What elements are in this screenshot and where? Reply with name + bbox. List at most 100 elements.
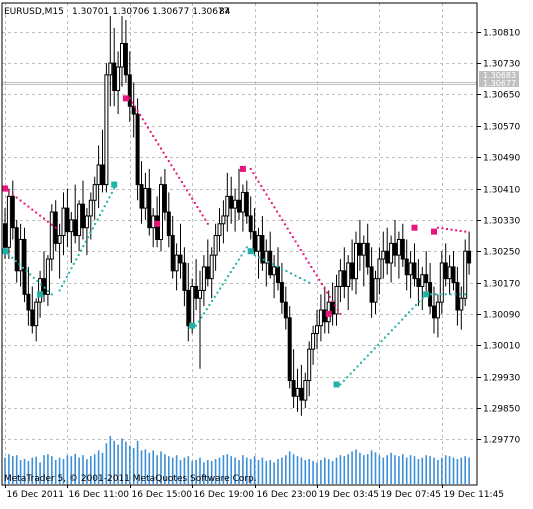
candle-body xyxy=(116,66,121,92)
lower-dot xyxy=(359,361,362,364)
y-tick-label: 1.30250 xyxy=(483,248,520,258)
upper-dot xyxy=(455,229,458,232)
lower-dot xyxy=(63,280,66,283)
y-tick-label: 1.29930 xyxy=(483,374,520,384)
candle-body xyxy=(315,325,319,335)
lower-dot xyxy=(60,284,63,287)
x-tick-label: 16 Dec 23:00 xyxy=(257,490,318,500)
lower-dot xyxy=(96,218,99,221)
lower-dot xyxy=(349,372,352,375)
candle-body xyxy=(373,278,378,303)
candle-body xyxy=(287,317,292,382)
upper-dot xyxy=(257,180,260,183)
lower-dot xyxy=(235,262,238,265)
candle-body xyxy=(34,301,39,327)
candle-body xyxy=(396,238,401,256)
candle-body xyxy=(186,289,191,327)
lower-dot xyxy=(211,299,214,302)
upper-dot xyxy=(262,189,265,192)
lower-dot xyxy=(197,320,200,323)
lower-dot xyxy=(434,293,437,296)
lower-dot xyxy=(14,260,17,263)
upper-dot xyxy=(178,176,181,179)
lower-dot xyxy=(366,354,369,357)
upper-dot xyxy=(147,126,149,129)
candle-body xyxy=(381,250,386,260)
lower-dot xyxy=(356,365,359,368)
lower-dot xyxy=(346,376,349,379)
candle-body xyxy=(81,203,85,229)
candle-body xyxy=(57,235,62,244)
candle-body xyxy=(96,164,101,186)
candle-body xyxy=(377,258,382,280)
candle-body xyxy=(451,266,456,284)
upper-marker xyxy=(411,224,418,231)
lower-dot xyxy=(444,293,447,296)
lower-dot xyxy=(370,351,373,354)
lower-dot xyxy=(397,322,400,325)
upper-dot xyxy=(43,217,45,220)
lower-marker xyxy=(189,322,196,329)
y-tick-label: 1.30490 xyxy=(483,154,520,164)
x-tick-label: 19 Dec 03:45 xyxy=(319,490,380,500)
candle-body xyxy=(256,235,261,252)
copyright-notice: MetaTrader 5, © 2001-2011 MetaQuotes Sof… xyxy=(4,474,257,484)
candle-body xyxy=(307,348,312,382)
upper-dot xyxy=(131,101,134,104)
lower-dot xyxy=(77,253,80,256)
candle-body xyxy=(38,278,43,303)
lower-marker xyxy=(423,291,430,298)
candles xyxy=(3,16,472,416)
upper-dot xyxy=(152,135,155,137)
candle-body xyxy=(416,278,421,287)
upper-dot xyxy=(149,130,152,133)
candle-body xyxy=(147,188,152,229)
candle-body xyxy=(65,207,70,233)
upper-dot xyxy=(436,226,439,229)
x-tick-label: 16 Dec 15:00 xyxy=(132,490,193,500)
upper-dot xyxy=(191,197,194,200)
lower-dot xyxy=(22,266,24,269)
lower-dot xyxy=(245,246,248,249)
lower-dot xyxy=(303,279,306,282)
lower-dot xyxy=(94,222,97,225)
upper-dot xyxy=(160,147,162,150)
lower-dot xyxy=(280,267,283,270)
upper-dot xyxy=(276,210,279,213)
upper-dot xyxy=(446,228,448,231)
lower-dot xyxy=(40,283,42,286)
candle-body xyxy=(299,387,304,401)
upper-dot xyxy=(294,240,297,243)
candle-body xyxy=(3,223,7,248)
candle-body xyxy=(139,184,144,209)
lower-dot xyxy=(380,340,383,343)
lower-marker xyxy=(2,248,8,255)
lower-dot xyxy=(262,258,265,261)
candle-body xyxy=(432,305,436,319)
candle-body xyxy=(463,250,468,299)
candle-body xyxy=(178,254,183,264)
candle-body xyxy=(170,235,175,272)
price-tag-upper xyxy=(479,71,519,79)
upper-marker xyxy=(239,165,246,172)
lower-dot xyxy=(229,271,232,274)
lower-dot xyxy=(208,304,211,307)
upper-dot xyxy=(46,220,49,223)
upper-dot xyxy=(128,97,131,100)
lower-dot xyxy=(203,312,206,315)
upper-dot xyxy=(323,287,326,290)
price-tag-lower xyxy=(479,79,519,87)
candle-body xyxy=(404,258,409,276)
lower-dot xyxy=(464,293,467,296)
candle-body xyxy=(174,254,179,272)
candle-body xyxy=(237,199,241,213)
lower-dot xyxy=(439,293,442,296)
lower-dot xyxy=(308,281,311,284)
upper-dot xyxy=(139,114,142,117)
lower-dot xyxy=(294,274,297,277)
upper-dot xyxy=(167,160,170,163)
candle-body xyxy=(334,285,339,315)
upper-dot xyxy=(170,164,173,167)
